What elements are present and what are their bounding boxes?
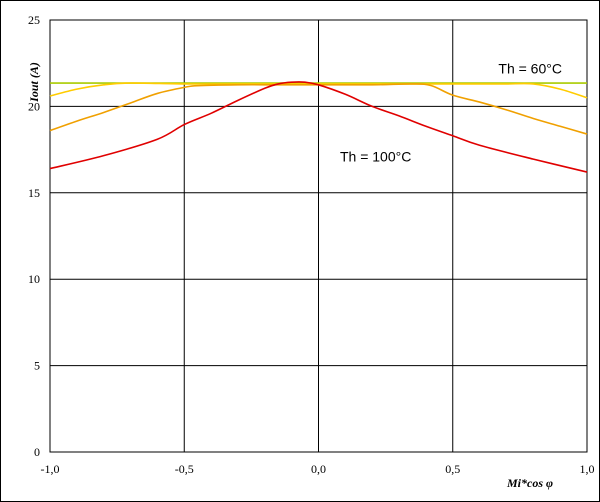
tick-labels: 0 5 10 15 20 25 -1,0 -0,5 0,0 0,5 1,0 xyxy=(28,13,595,476)
series-line-2 xyxy=(49,82,588,99)
x-tick-label: -1,0 xyxy=(41,462,60,476)
x-tick-label: 0,5 xyxy=(445,462,460,476)
series-line-4 xyxy=(49,81,588,173)
annotation-label: Th = 60°C xyxy=(498,61,562,77)
y-axis-title: Iout (A) xyxy=(27,62,41,103)
y-tick-label: 25 xyxy=(28,13,40,27)
y-tick-label: 20 xyxy=(28,99,40,113)
series-group xyxy=(49,81,588,173)
grid xyxy=(49,19,588,453)
annotations: Th = 60°C Th = 100°C xyxy=(340,61,562,165)
annotation-label: Th = 100°C xyxy=(340,149,411,165)
y-tick-label: 10 xyxy=(28,272,40,286)
y-tick-label: 5 xyxy=(34,359,40,373)
y-tick-label: 15 xyxy=(28,186,40,200)
x-tick-label: 1,0 xyxy=(580,462,595,476)
x-axis-title: Mi*cos φ xyxy=(506,476,553,490)
x-tick-label: -0,5 xyxy=(175,462,194,476)
y-tick-label: 0 xyxy=(34,445,40,459)
x-tick-label: 0,0 xyxy=(311,462,326,476)
